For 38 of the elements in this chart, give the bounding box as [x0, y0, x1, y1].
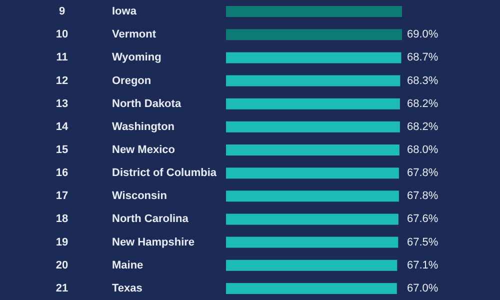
- data-label: 69.0%: [407, 28, 438, 41]
- y-tick-label: District of Columbia: [112, 167, 218, 180]
- text: 20: [56, 259, 68, 272]
- data-label: 68.3%: [407, 74, 438, 87]
- text: 21: [56, 282, 68, 294]
- data-label: 68.2%: [407, 98, 438, 110]
- y-tick-label: Vermont: [112, 28, 156, 41]
- data-label: 68.7%: [407, 52, 438, 64]
- text: 19: [56, 236, 68, 248]
- text: 10: [56, 28, 68, 41]
- data-label: 67.0%: [407, 282, 438, 294]
- text: 15: [56, 144, 68, 156]
- text: 13: [56, 98, 68, 110]
- y-tick-label: Texas: [112, 282, 142, 294]
- data-label: 67.5%: [407, 236, 438, 248]
- data-label: 67.8%: [407, 190, 438, 202]
- y-tick-label: Iowa: [112, 6, 138, 18]
- data-label: 67.1%: [407, 259, 438, 272]
- text: 17: [56, 190, 68, 202]
- data-label: 68.0%: [407, 144, 438, 156]
- data-label: 67.8%: [407, 167, 438, 180]
- y-tick-label: New Hampshire: [112, 236, 195, 248]
- y-tick-label: North Carolina: [112, 213, 190, 226]
- y-tick-label: Wyoming: [112, 52, 162, 64]
- y-tick-label: Wisconsin: [112, 190, 168, 202]
- text: 14: [56, 120, 69, 133]
- text: 16: [56, 167, 68, 180]
- y-tick-label: North Dakota: [112, 98, 182, 110]
- text: 12: [56, 74, 68, 87]
- text: 9: [58, 6, 66, 18]
- text: 11: [56, 52, 68, 64]
- y-tick-label: Washington: [112, 120, 175, 133]
- y-tick-label: Oregon: [112, 74, 152, 87]
- data-label: 68.2%: [407, 120, 438, 133]
- y-tick-label: New Mexico: [112, 144, 176, 156]
- data-label: 67.6%: [407, 213, 438, 226]
- text: 18: [56, 213, 68, 226]
- y-tick-label: Maine: [112, 259, 144, 272]
